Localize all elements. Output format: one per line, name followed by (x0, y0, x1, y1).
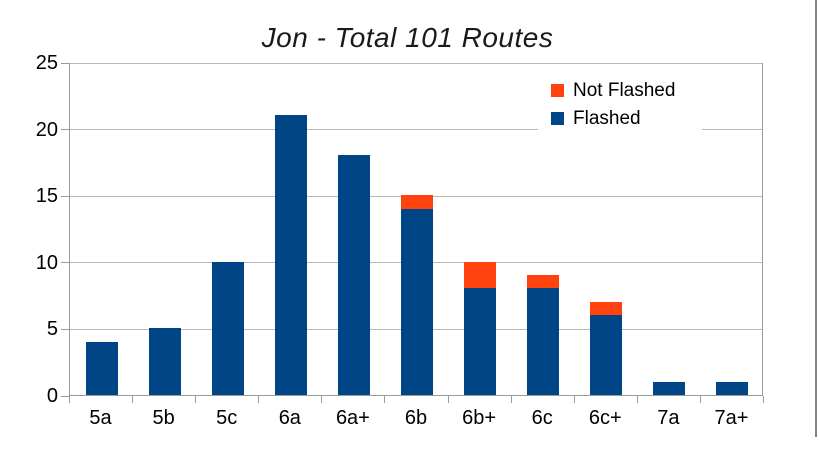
bar-stack-7a (653, 381, 686, 395)
bar-segment-flashed-7a+ (716, 381, 749, 395)
x-axis-label-6b+: 6b+ (462, 407, 497, 429)
bar-segment-not-flashed-6b+ (464, 261, 497, 289)
x-axis-label-7a: 7a (657, 407, 680, 429)
bar-stack-5a (85, 341, 118, 395)
x-axis-tick-1 (132, 396, 134, 403)
y-axis-label-5: 5 (46, 318, 58, 341)
gridline-y-25 (70, 62, 762, 64)
plot-area (69, 62, 763, 396)
y-axis-tick-25 (61, 62, 69, 64)
x-axis-label-6c: 6c (531, 407, 553, 429)
x-axis-tick-0 (69, 396, 70, 403)
legend-swatch-icon (551, 83, 564, 97)
x-axis-tick-11 (763, 396, 764, 403)
bar-stack-6b (401, 195, 433, 395)
bar-segment-not-flashed-6c (527, 275, 560, 289)
x-axis-label-7a+: 7a+ (714, 407, 749, 429)
window-right-edge-line (815, 0, 817, 437)
x-axis-label-6a: 6a (278, 407, 301, 429)
bar-stack-6a+ (337, 155, 370, 395)
legend-label: Flashed (573, 107, 641, 129)
gridline-y-20 (70, 129, 762, 131)
y-axis-tick-0 (61, 395, 69, 397)
bar-stack-5b (148, 328, 181, 395)
x-axis-tick-2 (195, 396, 197, 403)
bar-segment-flashed-6b (401, 208, 433, 395)
x-axis-tick-10 (699, 396, 701, 403)
legend: Not Flashed Flashed (538, 76, 702, 132)
x-axis-tick-3 (258, 396, 260, 403)
bar-segment-flashed-5b (148, 328, 181, 395)
bar-segment-flashed-6c+ (590, 315, 623, 395)
x-axis-tick-7 (510, 396, 512, 403)
y-axis-tick-15 (61, 195, 69, 197)
bar-stack-7a+ (716, 381, 749, 395)
bar-segment-flashed-6a (274, 115, 307, 395)
legend-item-not-flashed: Not Flashed (551, 79, 702, 101)
x-axis-tick-6 (447, 396, 449, 403)
bar-stack-6a (274, 115, 307, 395)
x-axis-tick-8 (573, 396, 575, 403)
legend-label: Not Flashed (573, 79, 676, 101)
bar-stack-6b+ (464, 261, 497, 395)
x-axis-label-6c+: 6c+ (588, 407, 622, 429)
bar-stack-6c (527, 275, 560, 395)
x-axis-label-5c: 5c (216, 407, 238, 429)
x-axis-label-5a: 5a (89, 407, 112, 429)
y-axis-label-25: 25 (35, 52, 58, 74)
x-axis-tick-5 (384, 396, 386, 403)
bar-segment-flashed-6c (527, 288, 560, 395)
x-axis-label-6b: 6b (404, 407, 428, 429)
y-axis-tick-20 (61, 129, 69, 131)
x-axis-label-5b: 5b (152, 407, 175, 429)
bar-segment-flashed-5a (85, 341, 118, 395)
y-axis-label-0: 0 (46, 385, 58, 407)
y-axis-tick-5 (61, 328, 69, 330)
bar-segment-flashed-6b+ (464, 288, 497, 395)
y-axis-tick-10 (61, 262, 69, 264)
y-axis-label-15: 15 (35, 185, 58, 208)
bar-segment-not-flashed-6b (401, 195, 433, 209)
bar-segment-not-flashed-6c+ (590, 301, 623, 316)
bar-segment-flashed-7a (653, 381, 686, 395)
legend-swatch-icon (551, 111, 564, 125)
x-axis-tick-4 (321, 396, 323, 403)
x-axis-label-6a+: 6a+ (335, 407, 370, 429)
chart-title: Jon - Total 101 Routes (261, 22, 554, 53)
y-axis-label-10: 10 (35, 251, 58, 274)
bar-segment-flashed-6a+ (337, 155, 370, 395)
bar-stack-5c (211, 261, 244, 395)
bar-segment-flashed-5c (211, 261, 244, 395)
legend-item-flashed: Flashed (551, 107, 702, 129)
bar-stack-6c+ (590, 301, 623, 395)
y-axis-label-20: 20 (35, 118, 58, 141)
x-axis-tick-9 (636, 396, 638, 403)
